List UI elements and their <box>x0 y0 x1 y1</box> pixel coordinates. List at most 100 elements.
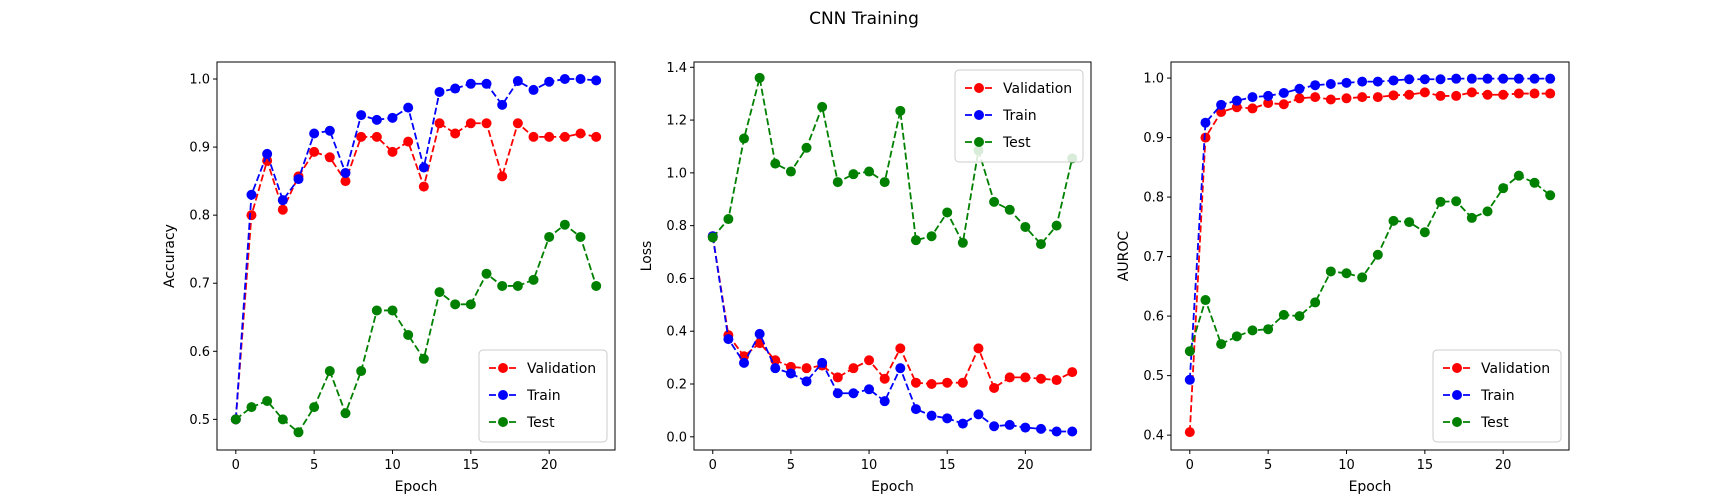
data-point-test <box>848 169 859 180</box>
series-validation <box>1184 87 1556 438</box>
data-point-train <box>801 376 812 387</box>
data-point-validation <box>371 131 382 142</box>
legend: Validation Train Test <box>1432 349 1562 443</box>
legend-marker-train <box>498 390 508 400</box>
data-point-train <box>340 167 351 178</box>
data-point-test <box>497 280 508 291</box>
data-point-train <box>770 363 781 374</box>
data-point-train <box>1513 73 1524 84</box>
data-point-train <box>575 74 586 85</box>
data-point-train <box>497 99 508 110</box>
y-tick-label: 0.9 <box>189 141 210 156</box>
data-point-validation <box>450 128 461 139</box>
data-point-validation <box>1035 373 1046 384</box>
data-point-train <box>1310 80 1321 91</box>
y-tick-label: 0.4 <box>666 325 687 340</box>
data-point-validation <box>497 171 508 182</box>
data-point-validation <box>246 210 257 221</box>
data-point-test <box>1004 204 1015 215</box>
data-point-validation <box>1451 90 1462 101</box>
data-point-train <box>262 148 273 159</box>
x-tick-label: 10 <box>1338 458 1355 473</box>
axes-frame <box>216 61 616 451</box>
data-point-validation <box>356 131 367 142</box>
data-point-validation <box>879 373 890 384</box>
data-point-validation <box>1004 372 1015 383</box>
x-tick-label: 20 <box>1495 458 1512 473</box>
data-point-test <box>371 305 382 316</box>
data-point-validation <box>512 118 523 129</box>
data-point-validation <box>1341 93 1352 104</box>
data-point-test <box>1325 266 1336 277</box>
data-point-test <box>1388 215 1399 226</box>
y-tick-label: 0.9 <box>1143 131 1164 146</box>
x-tick-label: 0 <box>1186 458 1194 473</box>
x-tick-label: 5 <box>1264 458 1272 473</box>
data-point-test <box>230 414 241 425</box>
data-point-test <box>1482 206 1493 217</box>
data-point-train <box>1231 95 1242 106</box>
data-point-train <box>591 75 602 86</box>
data-point-validation <box>1482 89 1493 100</box>
data-point-test <box>1051 220 1062 231</box>
data-point-test <box>1184 346 1195 357</box>
data-point-test <box>1310 297 1321 308</box>
data-point-validation <box>801 363 812 374</box>
data-point-train <box>371 114 382 125</box>
data-point-train <box>246 189 257 200</box>
legend: Validation Train Test <box>478 349 608 443</box>
data-point-validation <box>559 131 570 142</box>
data-point-train <box>1482 73 1493 84</box>
legend-label-train: Train <box>1480 388 1515 404</box>
data-point-train <box>1545 73 1556 84</box>
data-point-validation <box>465 118 476 129</box>
series-test <box>1184 170 1556 357</box>
data-point-validation <box>1545 88 1556 99</box>
data-point-validation <box>973 343 984 354</box>
x-tick-label: 20 <box>541 458 558 473</box>
data-point-validation <box>387 146 398 157</box>
legend-box <box>954 69 1084 163</box>
x-tick-label: 10 <box>384 458 401 473</box>
data-point-test <box>832 177 843 188</box>
data-point-validation <box>418 181 429 192</box>
y-tick-label: 0.8 <box>189 209 210 224</box>
x-axis-label: Epoch <box>1349 479 1392 495</box>
data-point-validation <box>481 118 492 129</box>
y-tick-label: 1.2 <box>666 114 687 129</box>
data-point-validation <box>309 146 320 157</box>
data-point-test <box>418 353 429 364</box>
data-point-validation <box>1278 99 1289 110</box>
data-point-validation <box>864 355 875 366</box>
legend-marker-validation <box>974 83 984 93</box>
y-tick-label: 0.5 <box>1143 369 1164 384</box>
subplot-accuracy: 0 5 10 15 20 0.5 0.6 0.7 0.8 0.9 1.0 Epoch Accuracy V… <box>162 61 616 495</box>
legend-label-validation: Validation <box>1003 81 1072 97</box>
y-axis-label: AUROC <box>1116 231 1132 282</box>
data-point-train <box>1325 79 1336 90</box>
data-point-train <box>1341 77 1352 88</box>
data-point-train <box>1419 74 1430 85</box>
y-axis-label: Loss <box>639 241 655 272</box>
legend-marker-validation <box>498 363 508 373</box>
data-point-test <box>309 402 320 413</box>
x-tick-label: 0 <box>232 458 240 473</box>
data-point-test <box>387 305 398 316</box>
y-tick-label: 0.5 <box>189 413 210 428</box>
y-tick-label: 0.0 <box>666 430 687 445</box>
series-train <box>1184 73 1556 385</box>
data-point-train <box>450 83 461 94</box>
data-point-validation <box>832 372 843 383</box>
data-point-train <box>481 78 492 89</box>
data-point-test <box>1278 309 1289 320</box>
data-point-validation <box>1067 367 1078 378</box>
data-point-validation <box>340 176 351 187</box>
data-point-train <box>544 76 555 87</box>
data-point-train <box>895 363 906 374</box>
data-point-train <box>785 368 796 379</box>
data-point-validation <box>1294 93 1305 104</box>
data-point-validation <box>848 363 859 374</box>
data-point-validation <box>895 343 906 354</box>
data-point-validation <box>926 379 937 390</box>
data-point-test <box>246 402 257 413</box>
